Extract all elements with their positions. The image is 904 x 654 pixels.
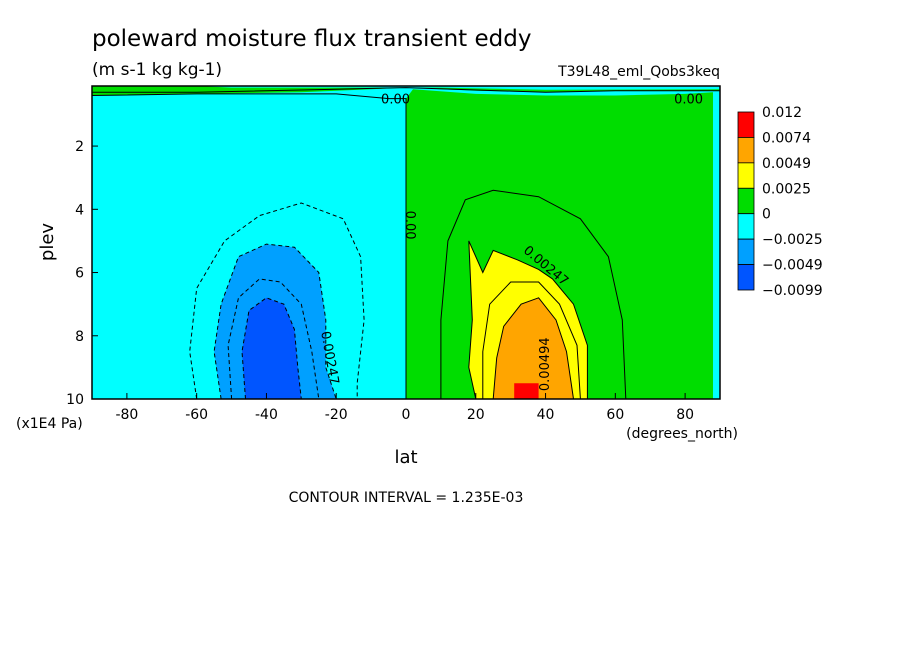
colorbar-swatch (737, 264, 755, 291)
y-ticks: 2 4 6 8 10 (66, 139, 98, 408)
colorbar-swatch (737, 213, 755, 240)
colorbar-label: −0.0099 (762, 283, 823, 299)
colorbar-swatch (737, 238, 755, 265)
x-axis-units: (degrees_north) (626, 426, 738, 442)
contour-pos-outer (440, 189, 627, 400)
colorbar-swatch (737, 111, 755, 138)
y-axis-units: (x1E4 Pa) (16, 416, 83, 432)
chart-title: poleward moisture flux transient eddy (92, 26, 531, 52)
x-ticks: -80 -60 -40 -20 0 20 40 60 80 (115, 393, 694, 423)
y-tick-label: 10 (66, 392, 84, 408)
contour-neg-core (241, 297, 302, 400)
y-axis-label: plev (37, 223, 58, 262)
chart-subtitle: (m s-1 kg kg-1) (92, 60, 222, 80)
colorbar-label: −0.0049 (762, 258, 823, 274)
x-tick-label: -80 (115, 407, 138, 423)
contour-pos-mid (482, 281, 581, 400)
y-tick-label: 6 (75, 266, 84, 282)
contour-pos-inner (468, 240, 588, 400)
x-tick-label: -60 (185, 407, 208, 423)
contour-label: 0.00494 (538, 337, 553, 391)
colorbar-label: 0.0025 (762, 181, 811, 197)
contour-top-zero-line (92, 87, 720, 93)
x-tick-label: -40 (255, 407, 278, 423)
contour-label: 0.00 (381, 93, 410, 108)
contour-label: 0.00 (674, 93, 703, 108)
colorbar-label: 0 (762, 207, 771, 223)
contour-lines (91, 87, 720, 400)
colorbar: 0.012 0.0074 0.0049 0.0025 0 −0.0025 −0.0049 −0… (737, 105, 823, 299)
y-tick-label: 8 (75, 329, 84, 345)
contour-zero-line (91, 93, 407, 399)
contour-neg-mid (227, 278, 320, 400)
dataset-label: T39L48_eml_Qobs3keq (557, 64, 720, 80)
x-tick-label: -20 (325, 407, 348, 423)
y-tick-label: 2 (75, 139, 84, 155)
contour-interval: CONTOUR INTERVAL = 1.235E-03 (289, 490, 524, 506)
colorbar-label: 0.012 (762, 105, 802, 121)
colorbar-label: 0.0049 (762, 156, 811, 172)
x-tick-label: 20 (467, 407, 485, 423)
x-tick-label: 80 (676, 407, 694, 423)
x-tick-label: 0 (402, 407, 411, 423)
contour-label: 0.00 (402, 211, 417, 240)
x-tick-label: 40 (537, 407, 555, 423)
colorbar-label: 0.0074 (762, 130, 811, 146)
region-negative-top-strip (196, 86, 720, 90)
colorbar-swatch (737, 187, 755, 215)
region-positive-0.0049-0.0074 (493, 297, 574, 399)
colorbar-swatch (737, 162, 755, 189)
contour-neg-inner (213, 243, 337, 400)
colorbar-label: −0.0025 (762, 232, 823, 248)
contour-neg-outer (189, 202, 365, 400)
filled-regions (92, 86, 720, 399)
contour-pos-core (492, 297, 574, 400)
y-tick-label: 4 (75, 202, 84, 218)
x-tick-label: 60 (606, 407, 624, 423)
region-negative-0.0049-0.0099 (242, 297, 302, 399)
x-axis-label: lat (394, 447, 417, 468)
colorbar-swatch (737, 137, 755, 164)
region-positive-0.0074-0.012 (514, 383, 539, 399)
